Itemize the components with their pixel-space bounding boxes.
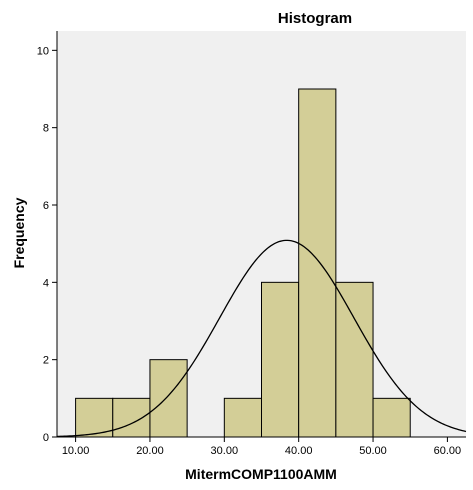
histogram-bar-30-35	[223, 397, 262, 438]
histogram-bar-40-45	[298, 88, 337, 438]
y-tick-label: 6	[43, 200, 49, 212]
y-tick-label: 10	[37, 45, 49, 57]
bars-group	[75, 88, 411, 438]
histogram-bar-45-50	[335, 281, 374, 438]
x-axis-ticks: 10.00 20.00 30.00 40.00 50.00 60.00	[62, 437, 461, 457]
x-tick-label: 30.00	[211, 445, 239, 457]
axes-group	[56, 31, 466, 438]
x-tick-label: 40.00	[285, 445, 313, 457]
x-tick-label: 60.00	[434, 445, 462, 457]
y-tick-label: 0	[43, 432, 49, 444]
histogram-bar-35-40	[261, 281, 300, 438]
x-tick-label: 20.00	[136, 445, 164, 457]
y-axis-label: Frequency	[11, 197, 27, 268]
y-tick-label: 8	[43, 123, 49, 135]
histogram-bar-20-25	[149, 359, 188, 438]
histogram-bar-50-55	[372, 397, 411, 438]
x-axis-label: MitermCOMP1100AMM	[185, 466, 337, 482]
histogram-bar-10-15	[75, 397, 114, 438]
x-tick-label: 10.00	[62, 445, 90, 457]
histogram-bar-15-20	[112, 397, 151, 438]
chart-title: Histogram	[278, 10, 352, 27]
x-tick-label: 50.00	[359, 445, 387, 457]
y-tick-label: 4	[43, 277, 49, 289]
y-tick-label: 2	[43, 355, 49, 367]
y-axis-ticks: 0 2 4 6 8 10	[37, 45, 57, 444]
normal-curve	[56, 239, 467, 438]
